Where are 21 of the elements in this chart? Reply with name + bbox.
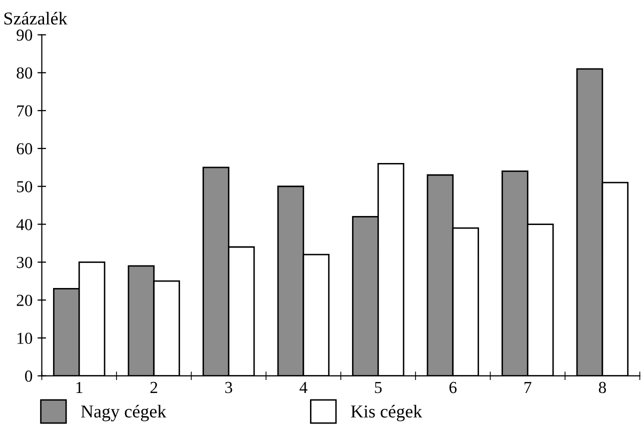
y-tick-label: 70 [17,105,32,117]
y-tick-label: 80 [16,67,32,79]
y-tick-label: 40 [16,218,32,230]
x-tick-label: 7 [524,382,532,393]
x-tick-label: 4 [300,382,308,393]
x-tick-label: 2 [150,382,158,393]
y-tick-label: 30 [16,256,32,268]
y-tick-label: 60 [16,143,32,154]
x-tick-label: 1 [76,382,82,393]
y-tick-label: 50 [17,181,32,192]
x-tick-label: 5 [374,382,382,394]
y-tick-label: 20 [16,294,32,306]
x-tick-label: 6 [449,382,457,394]
x-tick-label: 3 [225,382,232,394]
y-tick-label: 10 [18,332,32,344]
legend-label: Kis cégek [350,404,422,422]
y-axis-title: Százalék [4,12,68,25]
x-tick-label: 8 [598,382,606,394]
legend-label: Nagy cégek [81,404,166,422]
y-tick-label: 0 [25,370,32,382]
y-tick-label: 90 [16,30,32,41]
